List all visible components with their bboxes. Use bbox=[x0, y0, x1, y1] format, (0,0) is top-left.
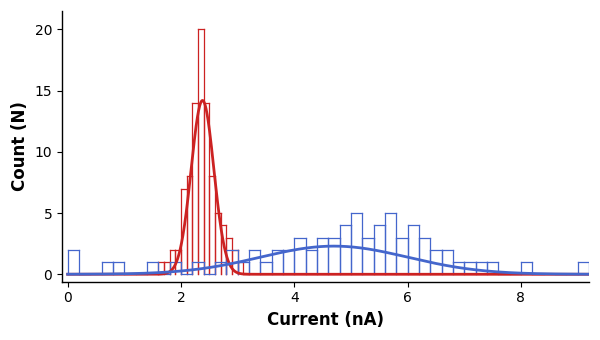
Y-axis label: Count (N): Count (N) bbox=[11, 101, 29, 191]
X-axis label: Current (nA): Current (nA) bbox=[267, 311, 384, 329]
